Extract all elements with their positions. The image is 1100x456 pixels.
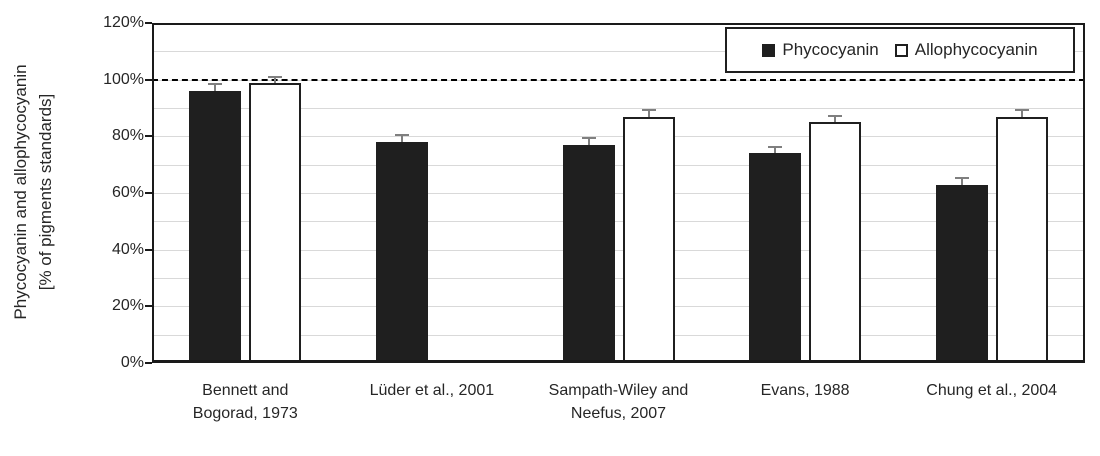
legend-item-allophycocyanin: Allophycocyanin [894,40,1038,60]
y-tick-mark [145,305,152,308]
bar-allophycocyanin [995,116,1048,363]
gridline [152,278,1085,279]
error-bar-cap [1014,108,1029,111]
y-tick-label: 120% [103,14,144,31]
legend-label-allophycocyanin: Allophycocyanin [914,40,1038,59]
bar-phycocyanin [935,184,988,363]
error-bar-cap [268,76,283,79]
bar-phycocyanin [375,142,428,363]
bar-phycocyanin [562,144,615,363]
y-tick-label: 20% [111,297,144,315]
error-bar [214,85,217,91]
y-tick-label: 60% [111,184,144,201]
y-axis-title-line1: Phycocyanin and allophycocyanin [11,64,30,320]
bar-allophycocyanin [809,122,862,363]
x-category-label: Evans, 1988 [760,382,850,399]
error-bar [834,116,837,123]
error-bar [960,178,963,185]
error-bar [647,110,650,117]
error-bar-cap [828,114,843,117]
error-bar-cap [208,83,223,86]
y-tick-label: 100% [103,70,144,88]
y-tick-label: 40% [111,240,144,258]
filled-black-square-icon [762,43,776,57]
error-bar-cap [394,134,409,137]
y-tick-mark [145,248,152,251]
gridline [152,306,1085,308]
error-bar [774,147,777,154]
y-tick-mark [145,362,152,364]
error-bar [1020,110,1023,117]
bar-allophycocyanin [249,82,302,363]
y-tick-mark [145,192,152,194]
error-bar-cap [641,108,656,111]
y-tick-mark [145,135,152,138]
gridline [152,164,1085,166]
gridline [152,193,1085,194]
y-tick-mark [145,78,152,81]
plot-area [152,23,1085,363]
error-bar [274,78,277,83]
y-tick-label: 80% [111,127,144,145]
open-white-square-icon [894,43,908,57]
error-bar-cap [954,176,969,179]
bar-phycocyanin [189,91,242,363]
gridline [152,108,1085,109]
x-category-label: Bennett and Bogorad, 1973 [192,382,298,422]
gridline [152,51,1085,53]
x-category-label: Chung et al., 2004 [926,382,1058,399]
bar-phycocyanin [749,153,802,363]
gridline [152,334,1085,336]
legend: Phycocyanin Allophycocyanin [725,27,1075,73]
gridline [152,249,1085,251]
x-category-label: Sampath-Wiley and Neefus, 2007 [548,382,689,422]
bar-allophycocyanin [622,116,675,363]
y-tick-label: 0% [120,354,144,371]
reference-line-100pct [152,78,1085,81]
legend-label-phycocyanin: Phycocyanin [782,40,879,59]
y-tick-mark [145,22,152,24]
legend-item-phycocyanin: Phycocyanin [762,40,879,60]
x-category-label: Lüder et al., 2001 [369,382,495,399]
error-bar-cap [768,145,783,148]
gridline [152,221,1085,223]
error-bar-cap [581,137,596,140]
error-bar [587,139,590,145]
error-bar [400,136,403,142]
gridline [152,136,1085,138]
